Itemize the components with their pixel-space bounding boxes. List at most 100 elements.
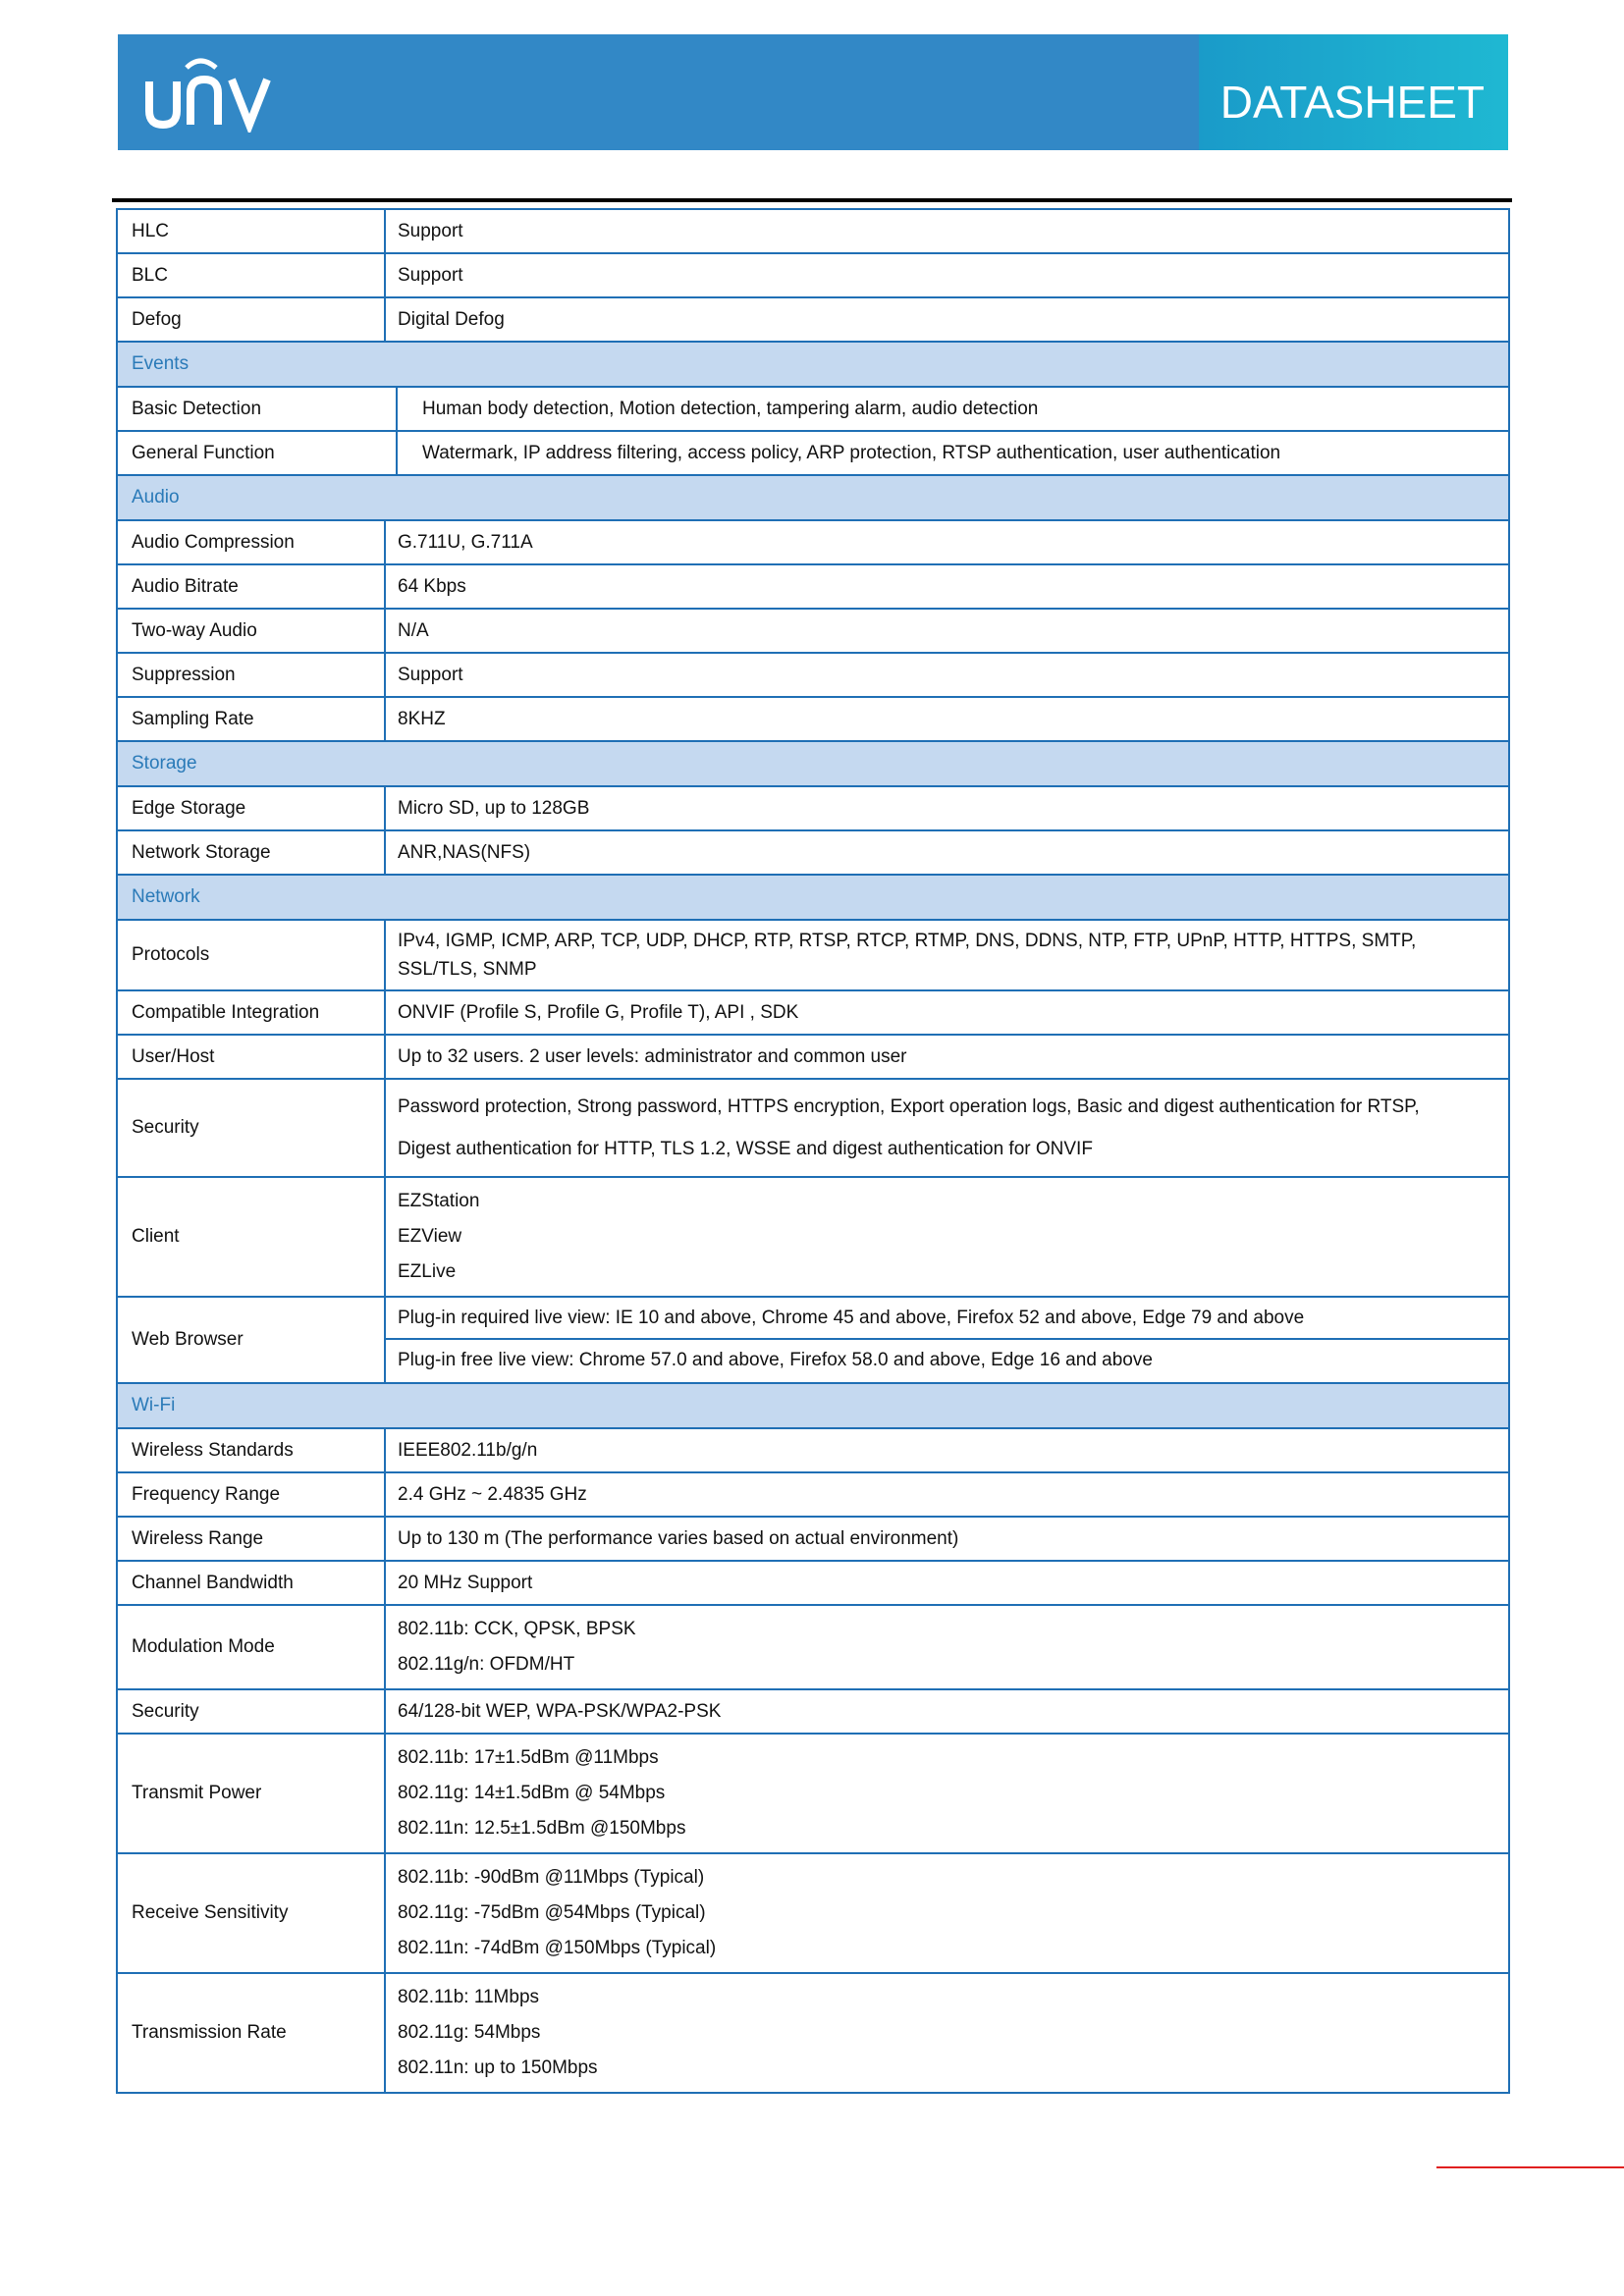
spec-table: HLC Support BLC Support Defog Digital Defog Ev… xyxy=(116,208,1510,2094)
table-row: HLC Support xyxy=(118,210,1508,254)
spec-value-line: Human body detection, Motion detection, … xyxy=(422,398,1039,419)
spec-value: Support xyxy=(386,210,1508,252)
spec-label: Channel Bandwidth xyxy=(118,1562,386,1604)
spec-label: Transmit Power xyxy=(118,1735,386,1852)
table-row: Transmission Rate 802.11b: 11Mbps 802.11g:… xyxy=(118,1974,1508,2094)
table-row: Client EZStation EZView EZLive xyxy=(118,1178,1508,1298)
table-row: Security 64/128-bit WEP, WPA-PSK/WPA2-PSK xyxy=(118,1690,1508,1735)
spec-label: HLC xyxy=(118,210,386,252)
spec-value-line: Micro SD, up to 128GB xyxy=(398,797,590,819)
spec-value: 8KHZ xyxy=(386,698,1508,740)
spec-label: Security xyxy=(118,1080,386,1176)
spec-value-line: Watermark, IP address filtering, access … xyxy=(422,442,1281,463)
table-row: Edge Storage Micro SD, up to 128GB xyxy=(118,787,1508,831)
spec-label: Sampling Rate xyxy=(118,698,386,740)
table-row: Audio Bitrate 64 Kbps xyxy=(118,565,1508,610)
spec-value-line: 802.11n: 12.5±1.5dBm @150Mbps xyxy=(398,1818,686,1839)
spec-value-line: 802.11g: 14±1.5dBm @ 54Mbps xyxy=(398,1783,666,1803)
table-row: Audio Compression G.711U, G.711A xyxy=(118,521,1508,565)
table-row: General Function Watermark, IP address fi… xyxy=(118,432,1508,476)
spec-value-line: 2.4 GHz ~ 2.4835 GHz xyxy=(398,1483,587,1505)
spec-value-line: G.711U, G.711A xyxy=(398,531,533,553)
spec-value: Support xyxy=(386,254,1508,296)
spec-label: Defog xyxy=(118,298,386,341)
spec-value-line: 802.11n: up to 150Mbps xyxy=(398,2057,598,2078)
table-row: Security Password protection, Strong pass… xyxy=(118,1080,1508,1178)
table-row: Network Storage ANR,NAS(NFS) xyxy=(118,831,1508,876)
spec-value: Up to 32 users. 2 user levels: administr… xyxy=(386,1036,1508,1078)
spec-value-line: Plug-in required live view: IE 10 and ab… xyxy=(386,1298,1508,1340)
spec-value-line: 802.11b: -90dBm @11Mbps (Typical) xyxy=(398,1867,705,1888)
spec-value: 2.4 GHz ~ 2.4835 GHz xyxy=(386,1473,1508,1516)
spec-value-line: Digest authentication for HTTP, TLS 1.2,… xyxy=(398,1139,1093,1159)
spec-value-line: 64 Kbps xyxy=(398,575,466,597)
spec-value-line: IPv4, IGMP, ICMP, ARP, TCP, UDP, DHCP, R… xyxy=(398,931,1417,951)
spec-value: 64 Kbps xyxy=(386,565,1508,608)
spec-label: Transmission Rate xyxy=(118,1974,386,2092)
spec-value: ANR,NAS(NFS) xyxy=(386,831,1508,874)
spec-value: 802.11b: CCK, QPSK, BPSK 802.11g/n: OFDM/… xyxy=(386,1606,1508,1688)
spec-value-line: EZLive xyxy=(398,1261,457,1282)
table-row: Two-way Audio N/A xyxy=(118,610,1508,654)
table-row: User/Host Up to 32 users. 2 user levels: … xyxy=(118,1036,1508,1080)
table-row: Defog Digital Defog xyxy=(118,298,1508,343)
spec-label: Wireless Standards xyxy=(118,1429,386,1471)
spec-value-line: 802.11g: -75dBm @54Mbps (Typical) xyxy=(398,1902,706,1923)
spec-label: BLC xyxy=(118,254,386,296)
spec-value-line: ONVIF (Profile S, Profile G, Profile T),… xyxy=(398,1001,799,1023)
spec-value: Password protection, Strong password, HT… xyxy=(386,1080,1508,1176)
spec-label: Basic Detection xyxy=(118,388,398,430)
spec-value: Up to 130 m (The performance varies base… xyxy=(386,1518,1508,1560)
spec-value-line: ANR,NAS(NFS) xyxy=(398,841,531,863)
spec-value-line: EZStation xyxy=(398,1191,480,1211)
spec-label: Network Storage xyxy=(118,831,386,874)
header-accent xyxy=(1199,34,1508,150)
spec-value: ONVIF (Profile S, Profile G, Profile T),… xyxy=(386,991,1508,1034)
spec-value-line: Digital Defog xyxy=(398,308,505,330)
spec-value: G.711U, G.711A xyxy=(386,521,1508,563)
spec-label: Audio Bitrate xyxy=(118,565,386,608)
spec-value-line: Up to 130 m (The performance varies base… xyxy=(398,1527,959,1549)
spec-label: User/Host xyxy=(118,1036,386,1078)
spec-label: Protocols xyxy=(118,921,386,989)
table-row: Receive Sensitivity 802.11b: -90dBm @11Mb… xyxy=(118,1854,1508,1974)
spec-value-line: Password protection, Strong password, HT… xyxy=(398,1096,1420,1117)
section-header: Wi-Fi xyxy=(118,1384,1508,1429)
spec-value-line: 802.11b: CCK, QPSK, BPSK xyxy=(398,1619,636,1639)
spec-value-line: EZView xyxy=(398,1226,462,1247)
spec-value-line: 8KHZ xyxy=(398,708,446,729)
spec-value-line: 802.11g/n: OFDM/HT xyxy=(398,1654,575,1675)
spec-value: 802.11b: 17±1.5dBm @11Mbps 802.11g: 14±1.… xyxy=(386,1735,1508,1852)
spec-label: Audio Compression xyxy=(118,521,386,563)
table-row: Web Browser Plug-in required live view: I… xyxy=(118,1298,1508,1384)
spec-label: Client xyxy=(118,1178,386,1296)
spec-value: Watermark, IP address filtering, access … xyxy=(398,432,1508,474)
section-header: Storage xyxy=(118,742,1508,787)
spec-value-line: Plug-in free live view: Chrome 57.0 and … xyxy=(398,1350,1153,1370)
section-header: Network xyxy=(118,876,1508,921)
header-banner: DATASHEET xyxy=(118,34,1508,150)
table-row: BLC Support xyxy=(118,254,1508,298)
table-row: Protocols IPv4, IGMP, ICMP, ARP, TCP, UDP… xyxy=(118,921,1508,991)
spec-value-line: Support xyxy=(398,664,463,685)
spec-value: 802.11b: -90dBm @11Mbps (Typical) 802.11g… xyxy=(386,1854,1508,1972)
spec-label: Two-way Audio xyxy=(118,610,386,652)
spec-label: Edge Storage xyxy=(118,787,386,829)
spec-value-line: Support xyxy=(398,220,463,241)
spec-label: Suppression xyxy=(118,654,386,696)
spec-label: Frequency Range xyxy=(118,1473,386,1516)
spec-label: Receive Sensitivity xyxy=(118,1854,386,1972)
spec-value: 64/128-bit WEP, WPA-PSK/WPA2-PSK xyxy=(386,1690,1508,1733)
spec-value-line: SSL/TLS, SNMP xyxy=(398,959,537,980)
spec-value-line: 802.11g: 54Mbps xyxy=(398,2022,541,2043)
spec-value: Digital Defog xyxy=(386,298,1508,341)
spec-value: Plug-in required live view: IE 10 and ab… xyxy=(386,1298,1508,1382)
spec-value: N/A xyxy=(386,610,1508,652)
spec-value-line: N/A xyxy=(398,619,429,641)
unv-logo xyxy=(145,58,271,133)
spec-value-line: 20 MHz Support xyxy=(398,1572,533,1593)
spec-label: Wireless Range xyxy=(118,1518,386,1560)
spec-label: Web Browser xyxy=(118,1298,386,1382)
table-row: Suppression Support xyxy=(118,654,1508,698)
table-row: Wireless Range Up to 130 m (The performan… xyxy=(118,1518,1508,1562)
